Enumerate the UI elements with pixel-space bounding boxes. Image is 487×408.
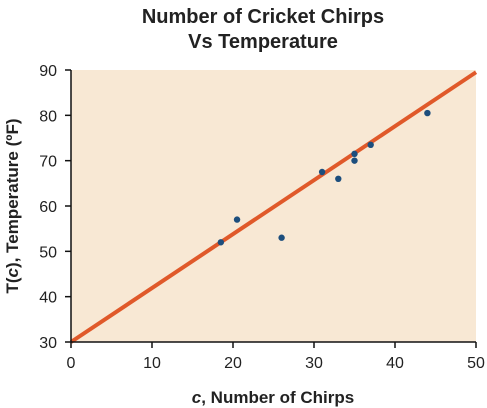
data-point-8 [424,109,431,117]
data-point-4 [335,175,342,182]
y-tick-label-30: 30 [39,335,57,352]
chart-title-line-2: Vs Temperature [188,31,338,53]
chart-title-line-1: Number of Cricket Chirps [142,6,384,28]
x-tick-label-0: 0 [67,355,76,372]
data-point-2 [278,234,285,241]
data-point-7 [367,141,374,148]
x-tick-label-30: 30 [305,355,323,372]
data-point-5 [351,150,358,158]
y-tick-label-90: 90 [39,63,57,80]
data-point-1 [233,216,241,223]
y-tick-label-70: 70 [39,154,57,171]
points-layer [217,109,431,246]
x-tick-label-50: 50 [467,355,485,372]
data-point-6 [351,157,358,164]
y-tick-label-50: 50 [39,244,57,261]
y-tick-label-80: 80 [39,108,57,125]
x-ticks: 0 10 20 30 40 50 [67,342,485,372]
x-tick-label-40: 40 [386,355,404,372]
trend-line [69,70,478,344]
x-tick-label-20: 20 [224,355,242,372]
y-tick-label-60: 60 [39,199,57,216]
y-ticks: 30 40 50 60 70 80 90 [39,63,71,352]
x-tick-label-10: 10 [143,355,161,372]
data-point-3 [318,168,326,176]
y-tick-label-40: 40 [39,290,57,307]
data-point-0 [217,239,225,246]
trend-line-layer [69,70,478,344]
y-axis-label: T(c), Temperature (ºF) [3,119,22,294]
x-axis-label: c, Number of Chirps [192,388,354,407]
